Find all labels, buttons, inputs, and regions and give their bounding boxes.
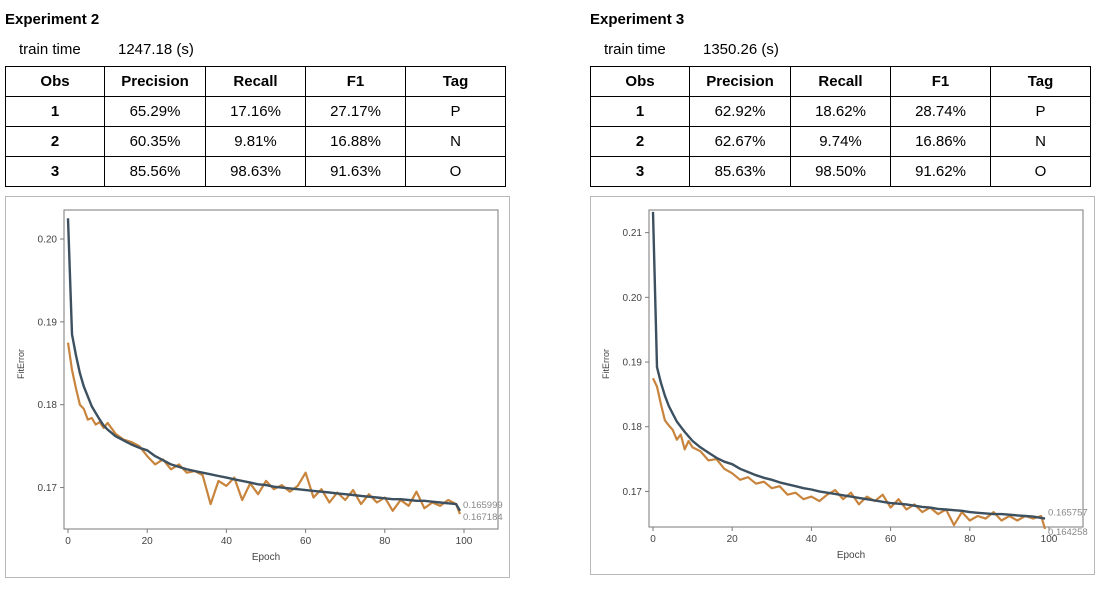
table-cell: O — [990, 156, 1091, 187]
table-cell: 85.56% — [104, 156, 206, 187]
table-row: 2 60.35% 9.81% 16.88% N — [5, 126, 506, 157]
column-header: Tag — [990, 66, 1091, 97]
plot-area-frame — [63, 209, 499, 530]
x-tick-label: 0 — [650, 534, 656, 545]
y-tick-label: 0.18 — [623, 422, 643, 433]
end-value-label: 0.167184 — [463, 512, 503, 523]
column-header: Precision — [104, 66, 206, 97]
table-cell: 9.74% — [790, 126, 891, 157]
x-tick-label: 100 — [1041, 534, 1058, 545]
fit-error-chart: 0.17 0.18 0.19 0.20 0 20 40 60 80 100 Epoch FitErro… — [5, 196, 510, 578]
validation-error-line — [66, 218, 462, 512]
x-axis-label: Epoch — [252, 552, 280, 563]
table-cell: 27.17% — [305, 96, 406, 127]
results-table: Obs Precision Recall F1 Tag 1 65.29% 17.… — [5, 66, 506, 187]
column-header: Tag — [405, 66, 506, 97]
end-value-label: 0.164258 — [1048, 527, 1088, 538]
table-cell: N — [990, 126, 1091, 157]
table-row: 1 65.29% 17.16% 27.17% P — [5, 96, 506, 127]
x-tick-label: 60 — [300, 536, 312, 547]
table-row: 2 62.67% 9.74% 16.86% N — [590, 126, 1091, 157]
x-tick-label: 60 — [885, 534, 897, 545]
table-cell: 1 — [590, 96, 690, 127]
x-axis-label: Epoch — [837, 550, 865, 561]
table-cell: O — [405, 156, 506, 187]
train-time-value: 1350.26 (s) — [703, 41, 779, 58]
table-cell: 65.29% — [104, 96, 206, 127]
column-header: Obs — [5, 66, 105, 97]
experiment-3-panel: Experiment 3 train time 1350.26 (s) Obs … — [590, 0, 1103, 592]
table-row: 3 85.63% 98.50% 91.62% O — [590, 156, 1091, 187]
table-cell: 91.62% — [890, 156, 991, 187]
end-value-label: 0.165757 — [1048, 508, 1088, 519]
table-cell: 85.63% — [689, 156, 791, 187]
x-tick-label: 40 — [221, 536, 233, 547]
column-header: Precision — [689, 66, 791, 97]
end-value-label: 0.165999 — [463, 500, 503, 511]
fit-error-chart: 0.17 0.18 0.19 0.20 0.21 0 20 40 60 80 100 Epoch Fit… — [590, 196, 1095, 575]
column-header: Recall — [790, 66, 891, 97]
fit-error-chart-svg: 0.17 0.18 0.19 0.20 0 20 40 60 80 100 Epoch FitErro… — [16, 209, 503, 563]
validation-error-line — [651, 211, 1046, 520]
x-tick-label: 100 — [456, 536, 473, 547]
table-cell: 3 — [590, 156, 690, 187]
table-cell: 60.35% — [104, 126, 206, 157]
x-tick-label: 20 — [727, 534, 739, 545]
table-cell: 98.63% — [205, 156, 306, 187]
y-tick-label: 0.21 — [623, 228, 643, 239]
x-tick-label: 80 — [964, 534, 976, 545]
table-cell: 2 — [590, 126, 690, 157]
column-header: Recall — [205, 66, 306, 97]
table-cell: 98.50% — [790, 156, 891, 187]
table-cell: 62.92% — [689, 96, 791, 127]
experiment-2-panel: Experiment 2 train time 1247.18 (s) Obs … — [5, 0, 525, 592]
y-tick-label: 0.20 — [623, 293, 643, 304]
fit-error-chart-svg: 0.17 0.18 0.19 0.20 0.21 0 20 40 60 80 100 Epoch Fit… — [601, 209, 1088, 561]
table-cell: P — [405, 96, 506, 127]
column-header: F1 — [890, 66, 991, 97]
training-error-line — [66, 342, 462, 515]
y-tick-label: 0.19 — [38, 317, 58, 328]
x-tick-label: 80 — [379, 536, 391, 547]
column-header: F1 — [305, 66, 406, 97]
train-time: train time 1350.26 (s) — [604, 41, 779, 58]
train-time-label: train time — [19, 41, 81, 58]
x-tick-label: 40 — [806, 534, 818, 545]
y-tick-label: 0.17 — [38, 483, 58, 494]
train-time: train time 1247.18 (s) — [19, 41, 194, 58]
table-cell: 3 — [5, 156, 105, 187]
y-tick-label: 0.17 — [623, 487, 643, 498]
table-cell: 16.88% — [305, 126, 406, 157]
table-cell: 91.63% — [305, 156, 406, 187]
results-table: Obs Precision Recall F1 Tag 1 62.92% 18.… — [590, 66, 1091, 187]
x-tick-label: 20 — [142, 536, 154, 547]
table-cell: 62.67% — [689, 126, 791, 157]
plot-area-frame — [648, 209, 1084, 528]
train-time-label: train time — [604, 41, 666, 58]
table-cell: 1 — [5, 96, 105, 127]
table-cell: 28.74% — [890, 96, 991, 127]
y-axis-label: FitError — [16, 349, 26, 379]
y-tick-label: 0.19 — [623, 358, 643, 369]
x-tick-label: 0 — [65, 536, 71, 547]
column-header: Obs — [590, 66, 690, 97]
table-cell: N — [405, 126, 506, 157]
y-tick-label: 0.18 — [38, 400, 58, 411]
table-cell: 18.62% — [790, 96, 891, 127]
y-axis-label: FitError — [601, 349, 611, 379]
experiment-title: Experiment 3 — [590, 11, 685, 28]
table-cell: 16.86% — [890, 126, 991, 157]
train-time-value: 1247.18 (s) — [118, 41, 194, 58]
table-row: 1 62.92% 18.62% 28.74% P — [590, 96, 1091, 127]
table-cell: P — [990, 96, 1091, 127]
experiment-title: Experiment 2 — [5, 11, 100, 28]
table-header-row: Obs Precision Recall F1 Tag — [590, 66, 1091, 97]
table-cell: 2 — [5, 126, 105, 157]
y-tick-label: 0.20 — [38, 235, 58, 246]
table-cell: 17.16% — [205, 96, 306, 127]
table-row: 3 85.56% 98.63% 91.63% O — [5, 156, 506, 187]
table-header-row: Obs Precision Recall F1 Tag — [5, 66, 506, 97]
table-cell: 9.81% — [205, 126, 306, 157]
